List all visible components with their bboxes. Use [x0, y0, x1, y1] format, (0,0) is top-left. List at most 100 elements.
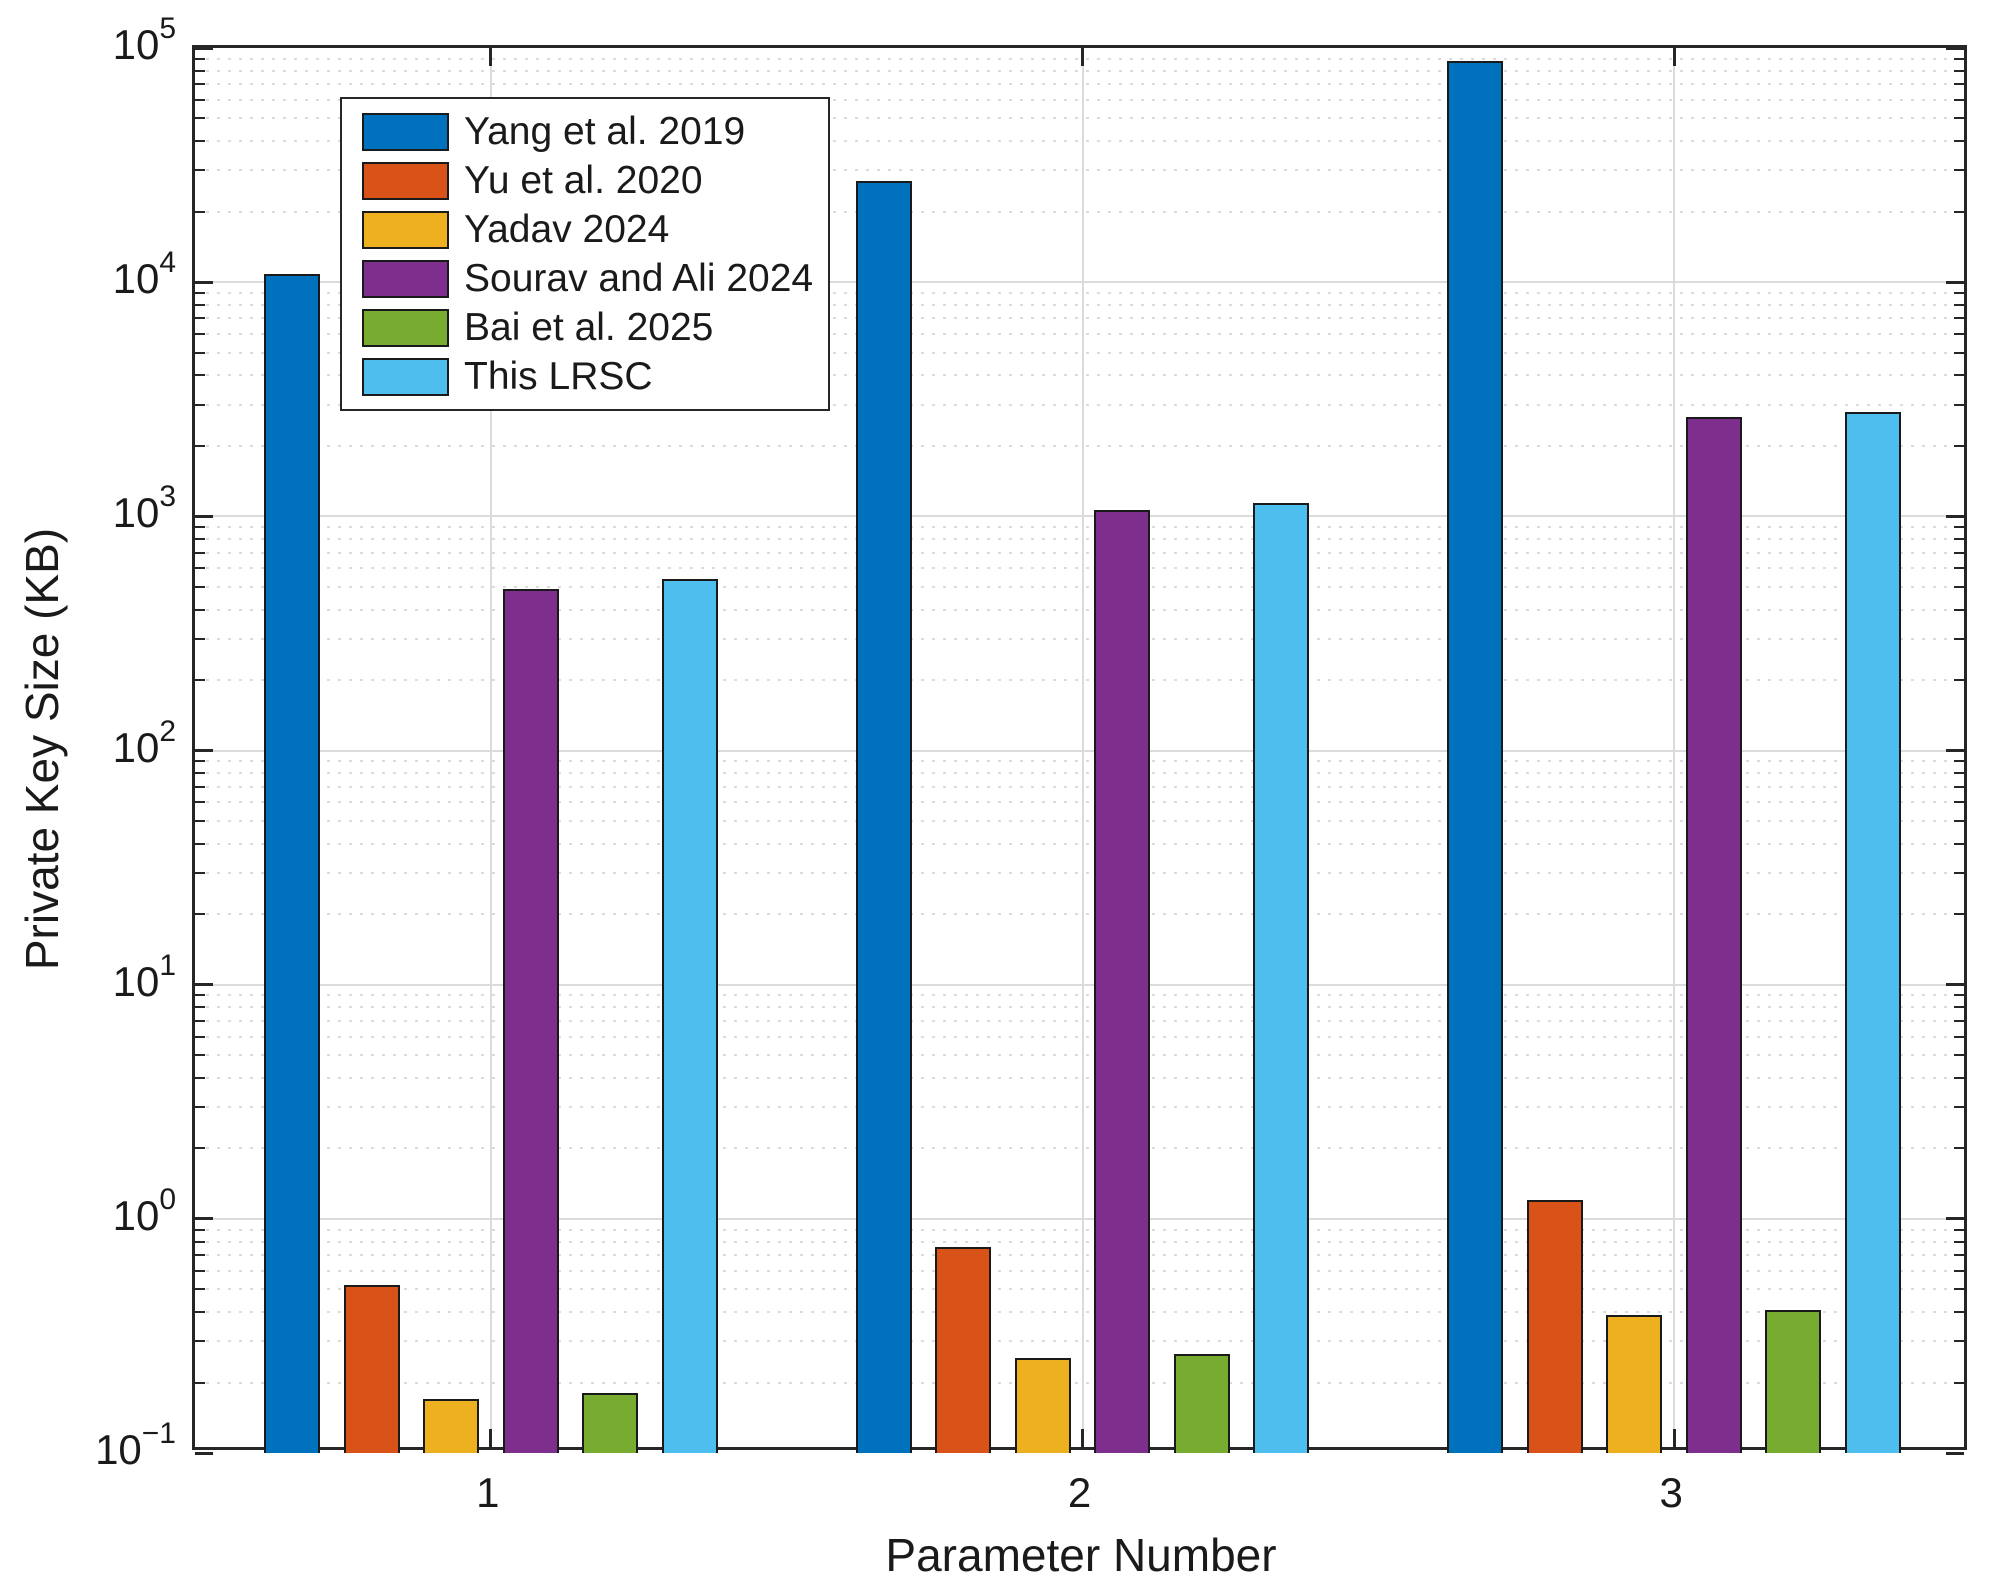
legend-item: Bai et al. 2025	[362, 305, 824, 349]
x-major-tick-top	[489, 48, 493, 66]
y-minor-tick-left	[195, 551, 205, 554]
y-minor-tick-left	[195, 444, 205, 447]
y-minor-tick-right	[1954, 1006, 1964, 1009]
x-tick-label: 1	[476, 1469, 500, 1516]
y-minor-gridline	[195, 83, 1964, 86]
y-major-tick-left	[195, 749, 213, 752]
y-minor-gridline	[195, 374, 1964, 377]
legend-swatch-icon	[362, 112, 449, 151]
bar-yu-et-al-2020-param-1	[343, 1285, 400, 1453]
y-minor-gridline	[195, 1381, 1964, 1384]
legend-item-label: This LRSC	[464, 354, 653, 398]
y-minor-tick-right	[1954, 210, 1964, 213]
y-major-tick-left	[195, 1451, 213, 1455]
y-minor-gridline	[195, 1054, 1964, 1057]
y-major-tick-right	[1946, 749, 1964, 752]
y-minor-tick-left	[195, 1228, 205, 1231]
y-minor-gridline	[195, 1311, 1964, 1314]
x-major-tick-bottom	[1081, 1429, 1084, 1447]
legend-item-label: Yadav 2024	[464, 207, 670, 251]
x-major-gridline	[1081, 48, 1084, 1447]
y-minor-gridline	[195, 801, 1964, 804]
y-minor-tick-right	[1954, 140, 1964, 143]
legend-item-label: Bai et al. 2025	[464, 305, 714, 349]
y-major-tick-right	[1946, 983, 1964, 987]
legend-swatch-icon	[362, 259, 449, 298]
y-minor-gridline	[195, 913, 1964, 916]
bar-bai-et-al-2025-param-2	[1173, 1353, 1230, 1453]
y-minor-tick-right	[1954, 69, 1964, 72]
y-minor-tick-left	[195, 169, 205, 172]
y-minor-tick-right	[1954, 1340, 1964, 1343]
y-minor-gridline	[195, 1288, 1964, 1291]
bar-this-lrsc-param-1	[661, 578, 718, 1453]
legend: Yang et al. 2019 Yu et al. 2020 Yadav 2024…	[340, 97, 830, 411]
y-minor-gridline	[195, 585, 1964, 588]
y-minor-tick-left	[195, 1076, 205, 1079]
y-minor-gridline	[195, 772, 1964, 775]
y-minor-tick-left	[195, 1106, 205, 1109]
y-minor-gridline	[195, 785, 1964, 788]
y-minor-tick-right	[1954, 585, 1964, 588]
y-minor-tick-left	[195, 140, 205, 143]
y-minor-tick-right	[1954, 1240, 1964, 1243]
y-minor-gridline	[195, 760, 1964, 763]
y-minor-tick-right	[1954, 1288, 1964, 1291]
y-minor-tick-right	[1954, 1254, 1964, 1257]
bar-sourav-and-ali-2024-param-3	[1685, 417, 1742, 1453]
y-minor-tick-right	[1954, 637, 1964, 640]
legend-swatch-icon	[362, 161, 449, 200]
y-minor-gridline	[195, 538, 1964, 541]
bar-this-lrsc-param-2	[1253, 503, 1310, 1453]
y-major-gridline	[195, 1217, 1964, 1220]
y-minor-tick-left	[195, 374, 205, 377]
y-tick-label: 102	[112, 714, 176, 771]
y-tick-label: 10−1	[95, 1417, 176, 1474]
y-minor-gridline	[195, 679, 1964, 681]
y-tick-label: 103	[112, 480, 176, 537]
x-major-gridline	[1673, 48, 1676, 1447]
y-minor-gridline	[195, 57, 1964, 60]
y-minor-tick-left	[195, 819, 205, 822]
bar-yadav-2024-param-1	[423, 1399, 480, 1453]
y-minor-tick-right	[1954, 117, 1964, 120]
y-major-gridline	[195, 749, 1964, 752]
y-minor-tick-left	[195, 913, 205, 916]
legend-item-label: Yang et al. 2019	[464, 109, 746, 153]
x-tick-label: 2	[1067, 1469, 1092, 1516]
y-minor-tick-right	[1954, 994, 1964, 997]
bar-yu-et-al-2020-param-2	[935, 1246, 992, 1453]
y-minor-tick-left	[195, 1254, 205, 1257]
y-minor-tick-right	[1954, 57, 1964, 60]
legend-swatch-icon	[362, 308, 449, 347]
y-minor-tick-left	[195, 772, 205, 775]
y-minor-gridline	[195, 169, 1964, 172]
y-minor-gridline	[195, 1019, 1964, 1022]
y-minor-tick-right	[1954, 1019, 1964, 1022]
y-minor-tick-left	[195, 637, 205, 640]
y-minor-tick-left	[195, 1311, 205, 1314]
bar-sourav-and-ali-2024-param-2	[1094, 510, 1151, 1453]
legend-item: Yu et al. 2020	[362, 158, 824, 202]
y-tick-label: 101	[112, 948, 176, 1005]
y-minor-tick-right	[1954, 608, 1964, 611]
legend-item: This LRSC	[362, 354, 824, 398]
y-minor-gridline	[195, 333, 1964, 336]
y-minor-tick-right	[1954, 551, 1964, 554]
y-major-tick-right	[1946, 280, 1964, 284]
y-minor-gridline	[195, 1147, 1964, 1150]
y-minor-gridline	[195, 69, 1964, 72]
x-major-tick-bottom	[1672, 1429, 1676, 1447]
y-minor-tick-right	[1954, 291, 1964, 294]
y-minor-gridline	[195, 291, 1964, 294]
legend-item-label: Yu et al. 2020	[464, 158, 703, 202]
y-minor-tick-left	[195, 210, 205, 213]
bar-bai-et-al-2025-param-1	[582, 1393, 639, 1453]
y-tick-label: 100	[112, 1182, 176, 1239]
y-minor-tick-left	[195, 98, 205, 101]
y-minor-tick-left	[195, 679, 205, 681]
y-minor-gridline	[195, 819, 1964, 822]
y-minor-tick-right	[1954, 403, 1964, 406]
y-minor-tick-left	[195, 69, 205, 72]
